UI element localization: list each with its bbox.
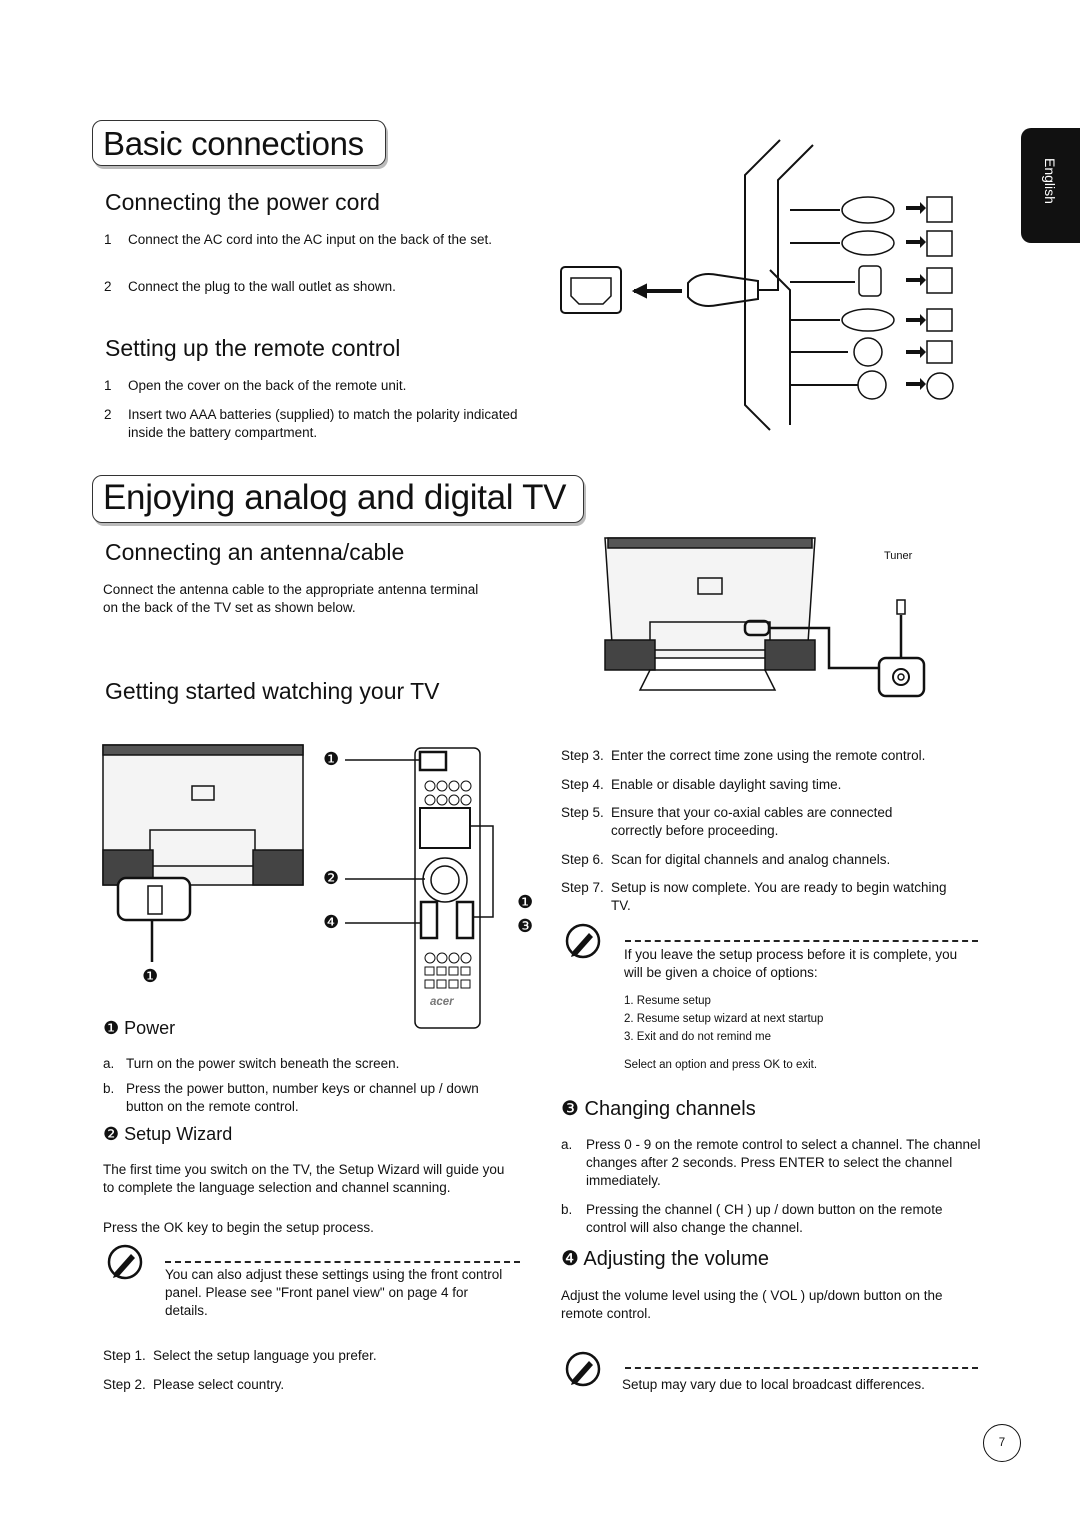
step: Step 6. Scan for digital channels and ana… — [561, 851, 981, 869]
page-number: 7 — [998, 1437, 1006, 1449]
callout: ❸ — [517, 916, 534, 937]
item-number: 1 — [104, 378, 112, 393]
note-divider — [625, 1367, 978, 1369]
step-label: Step 1. — [103, 1348, 146, 1363]
step: Step 3. Enter the correct time zone using… — [561, 747, 981, 765]
tv-remote-diagram — [102, 744, 494, 1029]
paragraph: Adjust the volume level using the ( VOL … — [561, 1288, 943, 1321]
option: 3. Exit and do not remind me — [624, 1031, 772, 1043]
option: 2. Resume setup wizard at next startup — [624, 1013, 824, 1025]
item-text: Connect the plug to the wall outlet as s… — [128, 279, 396, 294]
antenna-diagram — [604, 537, 926, 698]
option: 1. Resume setup — [624, 995, 711, 1007]
callout: ❶ — [323, 749, 340, 770]
step: Step 2. Please select country. — [103, 1376, 513, 1394]
item-number: 2 — [104, 407, 112, 422]
step-label: Step 3. — [561, 748, 604, 763]
paragraph: The first time you switch on the TV, the… — [103, 1162, 505, 1195]
item-number: 1 — [104, 232, 112, 247]
heading-box — [92, 120, 386, 166]
note-footer: Select an option and press OK to exit. — [624, 1059, 818, 1071]
remote-logo: acer — [430, 996, 454, 1008]
list-item: 2 Connect the plug to the wall outlet as … — [104, 278, 524, 296]
step-text: Ensure that your co-axial cables are con… — [611, 805, 893, 838]
step: Step 7. Setup is now complete. You are re… — [561, 879, 951, 915]
topic-marker: ❶ — [103, 1018, 120, 1039]
step-label: Step 7. — [561, 880, 604, 895]
list-item: 1 Open the cover on the back of the remot… — [104, 377, 524, 395]
list-item: a. Press 0 - 9 on the remote control to s… — [561, 1136, 981, 1190]
subsection-title: Setting up the remote control — [105, 335, 401, 361]
item-text: Press 0 - 9 on the remote control to sel… — [586, 1137, 981, 1188]
note-divider — [165, 1261, 520, 1263]
section-title: Basic connections — [103, 125, 364, 162]
topic-marker: ❹ — [561, 1246, 579, 1270]
topic-title: Power — [124, 1018, 176, 1038]
heading-box — [92, 475, 584, 523]
note-text: If you leave the setup process before it… — [624, 947, 958, 980]
item-text: Insert two AAA batteries (supplied) to m… — [128, 407, 518, 440]
step-label: Step 6. — [561, 852, 604, 867]
step-label: Step 4. — [561, 777, 604, 792]
item-text: Pressing the channel ( CH ) up / down bu… — [586, 1202, 943, 1235]
item-letter: b. — [103, 1081, 115, 1096]
subsection-title: Connecting an antenna/cable — [105, 539, 405, 565]
topic-heading: ❸ Changing channels — [561, 1097, 756, 1120]
topic-heading: ❹ Adjusting the volume — [561, 1247, 769, 1270]
topic-title: Adjusting the volume — [583, 1248, 770, 1270]
step: Step 1. Select the setup language you pre… — [103, 1347, 513, 1365]
section-title: Enjoying analog and digital TV — [103, 478, 567, 517]
topic-marker: ❸ — [561, 1096, 579, 1120]
callout: ❶ — [142, 966, 159, 987]
topic-title: Changing channels — [584, 1098, 756, 1120]
step-label: Step 5. — [561, 805, 604, 820]
paragraph: Press the OK key to begin the setup proc… — [103, 1220, 374, 1235]
page-number-badge: 7 — [983, 1424, 1021, 1462]
step-label: Step 2. — [103, 1377, 146, 1392]
step-text: Select the setup language you prefer. — [153, 1348, 377, 1363]
item-letter: a. — [103, 1056, 115, 1071]
topic-title: Setup Wizard — [124, 1124, 233, 1144]
step-text: Please select country. — [153, 1377, 285, 1392]
item-letter: a. — [561, 1137, 573, 1152]
subsection-title: Connecting the power cord — [105, 189, 380, 215]
power-cord-diagram — [560, 139, 954, 431]
callout: ❶ — [517, 892, 534, 913]
step-text: Enter the correct time zone using the re… — [611, 748, 926, 763]
step: Step 4. Enable or disable daylight saving… — [561, 776, 981, 794]
list-item: 1 Connect the AC cord into the AC input o… — [104, 231, 524, 249]
note-divider — [625, 940, 978, 942]
note-text: You can also adjust these settings using… — [165, 1267, 503, 1318]
item-text: Connect the AC cord into the AC input on… — [128, 232, 492, 247]
paragraph: Connect the antenna cable to the appropr… — [103, 582, 479, 615]
list-item: 2 Insert two AAA batteries (supplied) to … — [104, 406, 524, 442]
note-icon — [107, 923, 601, 1387]
topic-heading: ❷ Setup Wizard — [103, 1123, 232, 1146]
list-item: b. Press the power button, number keys or… — [103, 1080, 503, 1116]
callout: ❷ — [323, 868, 340, 889]
topic-heading: ❶ Power — [103, 1017, 175, 1040]
language-tab[interactable]: English — [1021, 128, 1080, 243]
step-text: Setup is now complete. You are ready to … — [611, 880, 947, 913]
item-number: 2 — [104, 279, 112, 294]
callout: ❹ — [323, 912, 340, 933]
step-text: Enable or disable daylight saving time. — [611, 777, 842, 792]
step: Step 5. Ensure that your co-axial cables … — [561, 804, 941, 840]
item-letter: b. — [561, 1202, 573, 1217]
diagram-label: Tuner — [884, 550, 913, 562]
item-text: Press the power button, number keys or c… — [126, 1081, 479, 1114]
list-item: a. Turn on the power switch beneath the s… — [103, 1055, 503, 1073]
subsection-title: Getting started watching your TV — [105, 678, 440, 704]
language-tab-label: English — [1042, 158, 1058, 204]
step-text: Scan for digital channels and analog cha… — [611, 852, 891, 867]
list-item: b. Pressing the channel ( CH ) up / down … — [561, 1201, 961, 1237]
note-text: Setup may vary due to local broadcast di… — [622, 1377, 925, 1392]
item-text: Open the cover on the back of the remote… — [128, 378, 407, 393]
item-text: Turn on the power switch beneath the scr… — [126, 1056, 400, 1071]
topic-marker: ❷ — [103, 1124, 120, 1145]
